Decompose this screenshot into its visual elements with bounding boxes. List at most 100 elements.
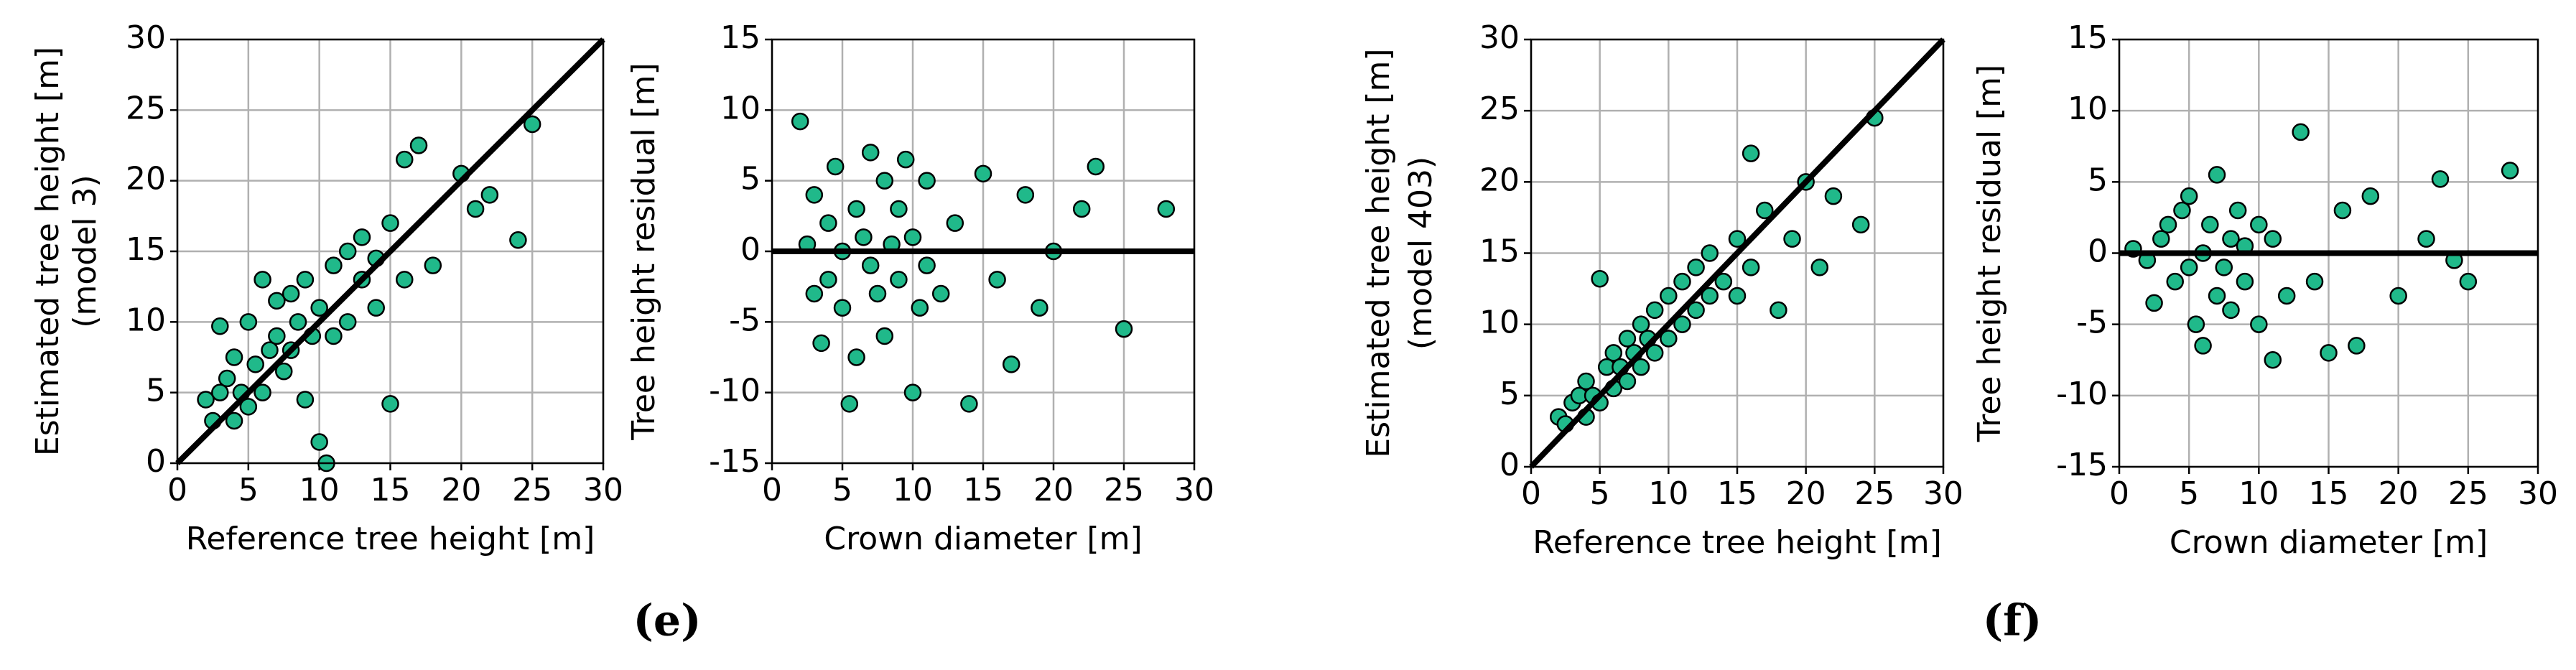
y-axis-label: Tree height residual [m] <box>626 62 662 440</box>
y-tick-label: 0 <box>1499 447 1520 483</box>
x-tick-label: 30 <box>1174 472 1214 508</box>
scatter-point <box>289 313 307 331</box>
x-tick-label: 0 <box>762 472 782 508</box>
scatter-point <box>974 164 992 183</box>
x-tick-label: 20 <box>2379 475 2419 512</box>
scatter-point <box>2459 272 2478 291</box>
scatter-point <box>261 341 279 359</box>
y-tick-label: 5 <box>2088 162 2108 198</box>
scatter-point <box>367 299 385 317</box>
scatter-point <box>268 292 286 310</box>
scatter-point <box>1087 157 1105 176</box>
scatter-point <box>2389 287 2407 305</box>
axes-frame <box>1530 38 1945 468</box>
scatter-point <box>466 200 485 218</box>
y-tick-label: 5 <box>740 161 761 197</box>
panel-label: (e) <box>633 596 702 646</box>
scatter-point <box>833 299 852 317</box>
y-axis-label: Estimated tree height [m] <box>29 47 66 456</box>
scatter-point <box>310 433 328 451</box>
scatter-point <box>840 395 859 413</box>
scatter-point <box>2166 272 2184 291</box>
y-tick-label: 20 <box>126 161 166 197</box>
scatter-point <box>1002 355 1020 373</box>
scatter-point <box>2250 215 2268 234</box>
scatter-point <box>211 383 229 401</box>
scatter-point <box>310 299 328 317</box>
scatter-point <box>2194 337 2212 355</box>
x-axis-label: Reference tree height [m] <box>1533 524 1942 561</box>
y-tick-label: 15 <box>720 19 761 56</box>
scatter-point <box>890 200 908 218</box>
scatter-point <box>1687 259 1705 276</box>
scatter-point <box>225 348 243 366</box>
scatter-point <box>855 228 873 246</box>
scatter-point <box>2180 259 2198 276</box>
y-tick-label: 0 <box>2088 233 2108 270</box>
scatter-point <box>911 299 929 317</box>
x-axis-label: Crown diameter [m] <box>824 521 1142 557</box>
y-axis-label: (model 3) <box>67 175 103 327</box>
x-tick-label: 25 <box>1854 475 1894 512</box>
scatter-point <box>2348 337 2366 355</box>
reference-line <box>1529 37 1945 469</box>
scatter-point <box>1770 301 1787 320</box>
scatter-point <box>931 284 950 303</box>
scatter-point <box>2228 201 2247 220</box>
y-tick-label: 0 <box>146 443 166 480</box>
x-tick-label: 0 <box>167 472 187 508</box>
scatter-point <box>1756 201 1774 220</box>
y-axis-label: Tree height residual [m] <box>1971 65 2008 442</box>
scatter-point <box>325 327 343 345</box>
axes-frame <box>771 38 1196 465</box>
axes-frame <box>2118 38 2539 468</box>
scatter-point <box>2264 230 2282 248</box>
x-tick-label: 0 <box>2109 475 2129 512</box>
scatter-point <box>2159 215 2177 234</box>
scatter-point <box>1701 287 1719 305</box>
scatter-point <box>918 172 936 190</box>
scatter-point <box>2145 294 2163 312</box>
scatter-point <box>239 398 258 416</box>
scatter-point <box>847 200 865 218</box>
scatter-point <box>861 256 880 274</box>
scatter-point <box>2250 315 2268 333</box>
scatter-point <box>254 383 271 401</box>
x-tick-label: 20 <box>1033 472 1074 508</box>
scatter-point <box>381 395 399 413</box>
x-tick-label: 10 <box>893 472 933 508</box>
scatter-point <box>1632 358 1650 376</box>
scatter-point <box>1687 301 1705 320</box>
y-tick-label: 30 <box>1479 19 1520 56</box>
scatter-point <box>918 256 936 274</box>
scatter-point <box>2208 287 2226 305</box>
scatter-point <box>847 348 865 366</box>
scatter-point <box>1031 299 1048 317</box>
scatter-point <box>239 313 258 331</box>
scatter-point <box>1714 272 1733 291</box>
scatter-point <box>1824 187 1843 205</box>
scatter-point <box>1810 259 1829 276</box>
scatter-point <box>805 186 824 204</box>
scatter-point <box>875 327 894 345</box>
y-tick-label: 10 <box>126 302 166 338</box>
x-tick-label: 10 <box>2238 475 2279 512</box>
scatter-point <box>1577 372 1595 391</box>
y-tick-label: 10 <box>720 90 761 126</box>
scatter-point <box>1742 259 1760 276</box>
y-tick-label: 5 <box>1499 376 1520 412</box>
x-tick-label: 25 <box>512 472 552 508</box>
scatter-point <box>2277 287 2296 305</box>
scatter-point <box>246 355 264 373</box>
y-tick-label: -15 <box>2056 447 2108 483</box>
scatter-point <box>2501 162 2519 180</box>
scatter-point <box>1701 244 1719 262</box>
y-tick-label: 15 <box>1479 233 1520 270</box>
scatter-point <box>2173 201 2191 220</box>
scatter-point <box>1115 320 1133 338</box>
x-tick-label: 20 <box>1786 475 1826 512</box>
x-tick-label: 10 <box>299 472 340 508</box>
x-tick-label: 25 <box>1104 472 1144 508</box>
